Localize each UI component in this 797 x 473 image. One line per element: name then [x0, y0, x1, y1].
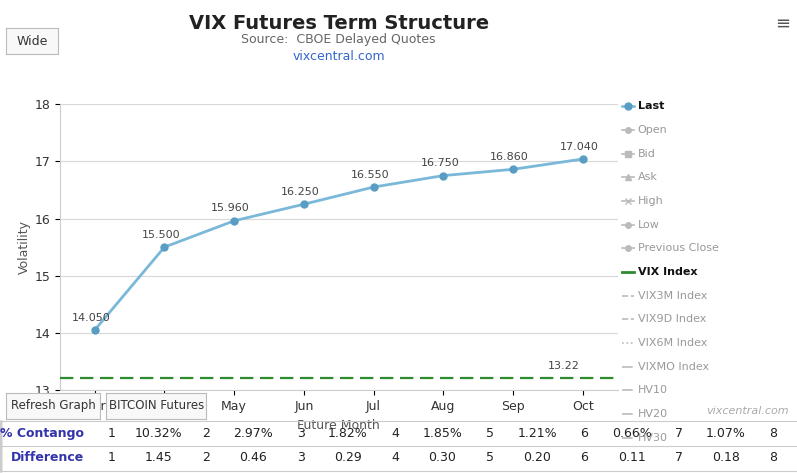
Text: 5: 5	[485, 451, 494, 464]
Text: 1.21%: 1.21%	[517, 427, 557, 440]
Text: 2: 2	[202, 451, 210, 464]
Text: 15.500: 15.500	[142, 230, 180, 240]
Text: VIXMO Index: VIXMO Index	[638, 361, 709, 372]
Text: 15.960: 15.960	[211, 203, 250, 213]
Text: 6: 6	[580, 427, 588, 440]
Text: 0.20: 0.20	[523, 451, 551, 464]
Text: HV10: HV10	[638, 385, 668, 395]
Text: Ask: Ask	[638, 172, 658, 183]
Text: 0.46: 0.46	[240, 451, 267, 464]
Text: 5: 5	[485, 427, 494, 440]
Text: VIX Futures Term Structure: VIX Futures Term Structure	[189, 14, 489, 33]
Text: 14.050: 14.050	[72, 313, 111, 323]
Text: 17.040: 17.040	[559, 141, 599, 151]
Text: VIX6M Index: VIX6M Index	[638, 338, 707, 348]
Text: VIX3M Index: VIX3M Index	[638, 290, 707, 301]
Text: % Contango: % Contango	[0, 427, 84, 440]
Text: 1.07%: 1.07%	[706, 427, 746, 440]
Text: 0.11: 0.11	[618, 451, 646, 464]
Text: 8: 8	[769, 451, 777, 464]
Text: 13.22: 13.22	[548, 361, 579, 371]
Text: HV20: HV20	[638, 409, 668, 419]
Text: vixcentral.com: vixcentral.com	[706, 406, 789, 416]
Text: Wide: Wide	[17, 35, 48, 48]
Text: 1.45: 1.45	[145, 451, 173, 464]
Text: Previous Close: Previous Close	[638, 243, 718, 254]
Text: 0.18: 0.18	[713, 451, 740, 464]
Text: 4: 4	[391, 451, 399, 464]
Text: 1.85%: 1.85%	[422, 427, 462, 440]
Text: Bid: Bid	[638, 149, 655, 159]
Text: 0.30: 0.30	[429, 451, 457, 464]
Text: 0.29: 0.29	[334, 451, 362, 464]
Text: 6: 6	[580, 451, 588, 464]
Text: HV30: HV30	[638, 432, 668, 443]
Text: vixcentral.com: vixcentral.com	[292, 50, 385, 62]
Text: 16.250: 16.250	[281, 187, 320, 197]
Text: Refresh Graph: Refresh Graph	[11, 399, 96, 412]
Text: 7: 7	[675, 427, 683, 440]
Text: 8: 8	[769, 427, 777, 440]
Text: 3: 3	[296, 451, 304, 464]
Text: 1.82%: 1.82%	[328, 427, 368, 440]
Text: Open: Open	[638, 125, 667, 135]
Text: 1: 1	[108, 427, 116, 440]
Text: BITCOIN Futures: BITCOIN Futures	[108, 399, 204, 412]
Text: 4: 4	[391, 427, 399, 440]
Text: Source:  CBOE Delayed Quotes: Source: CBOE Delayed Quotes	[241, 33, 436, 46]
Text: 10.32%: 10.32%	[135, 427, 183, 440]
Text: ≡: ≡	[775, 14, 791, 32]
Text: Low: Low	[638, 219, 659, 230]
Text: 2.97%: 2.97%	[234, 427, 273, 440]
Text: 1: 1	[108, 451, 116, 464]
Text: VIX9D Index: VIX9D Index	[638, 314, 706, 324]
Text: 16.550: 16.550	[351, 170, 390, 180]
Text: 16.860: 16.860	[490, 152, 529, 162]
Text: Last: Last	[638, 101, 664, 112]
X-axis label: Future Month: Future Month	[297, 419, 380, 431]
Text: 7: 7	[675, 451, 683, 464]
Text: 2: 2	[202, 427, 210, 440]
Text: 0.66%: 0.66%	[611, 427, 651, 440]
Text: Difference: Difference	[10, 451, 84, 464]
Text: High: High	[638, 196, 663, 206]
Y-axis label: Volatility: Volatility	[18, 220, 31, 274]
Text: 3: 3	[296, 427, 304, 440]
Text: 16.750: 16.750	[421, 158, 459, 168]
Text: VIX Index: VIX Index	[638, 267, 697, 277]
